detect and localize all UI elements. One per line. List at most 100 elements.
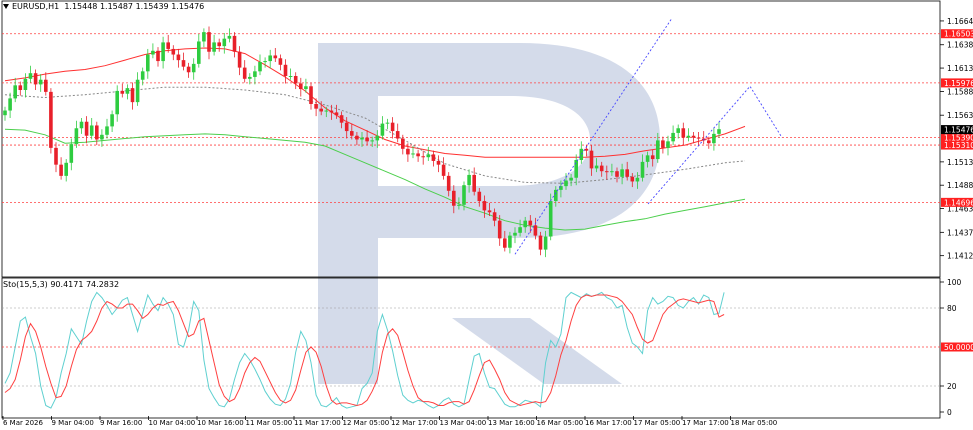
candle-body-71 <box>365 137 369 142</box>
y-tick-label-2: 1.16135 <box>947 64 973 73</box>
candle-body-2 <box>13 85 17 99</box>
candle-body-48 <box>248 76 252 79</box>
candle-body-45 <box>232 35 237 52</box>
x-tick-label-1: 9 Mar 04:00 <box>52 419 94 426</box>
candle-body-5 <box>28 73 33 79</box>
candle-body-19 <box>100 134 104 140</box>
candle-body-95 <box>487 210 492 213</box>
x-tick-label-10: 13 Mar 16:00 <box>488 419 535 426</box>
level-tag-label-2: 1.15390 <box>944 134 973 143</box>
candle-body-100 <box>513 232 517 236</box>
candle-body-8 <box>44 79 48 92</box>
candle-body-119 <box>610 171 614 173</box>
candle-body-72 <box>370 140 374 142</box>
candle-body-68 <box>350 131 354 136</box>
candle-body-85 <box>436 160 441 165</box>
candle-body-0 <box>3 110 7 116</box>
candle-body-3 <box>18 85 23 90</box>
candle-body-44 <box>227 35 232 39</box>
candle-body-11 <box>59 164 63 176</box>
forecast-path-0 <box>514 17 673 255</box>
candle-body-10 <box>54 147 58 165</box>
candle-body-65 <box>334 112 339 116</box>
candle-body-111 <box>569 177 573 181</box>
candle-body-91 <box>467 174 471 186</box>
candle-body-28 <box>146 54 150 72</box>
candle-body-109 <box>559 186 563 190</box>
candle-body-15 <box>79 121 84 129</box>
candle-body-90 <box>462 185 466 205</box>
candle-body-47 <box>242 67 247 79</box>
candle-body-127 <box>650 155 655 160</box>
candle-body-21 <box>110 114 114 127</box>
candle-body-83 <box>426 154 431 158</box>
candle-body-66 <box>339 115 344 123</box>
level-tag-4 <box>941 197 973 207</box>
y-tick-label-4: 1.15630 <box>947 111 973 120</box>
candle-body-18 <box>95 125 99 140</box>
candle-body-139 <box>712 133 716 144</box>
y-tick-label-7: 1.14630 <box>947 205 973 214</box>
stochastic-line-signal <box>4 294 725 407</box>
candle-body-123 <box>630 176 635 182</box>
candle-body-105 <box>538 235 543 250</box>
candle-body-116 <box>594 165 599 169</box>
candle-body-29 <box>151 50 155 55</box>
candle-body-63 <box>324 110 329 112</box>
candle-body-110 <box>564 180 568 187</box>
candle-body-59 <box>304 86 308 90</box>
candle-body-87 <box>446 175 451 191</box>
candle-body-131 <box>671 132 675 142</box>
candle-body-49 <box>253 71 257 77</box>
candle-body-121 <box>620 169 624 177</box>
candle-body-26 <box>135 79 140 103</box>
candle-body-17 <box>89 125 94 136</box>
collapse-triangle-icon[interactable] <box>3 4 9 9</box>
candle-body-54 <box>278 58 283 65</box>
stochastic-pane-frame <box>1 277 941 419</box>
candle-body-6 <box>33 73 38 85</box>
candle-body-101 <box>518 227 522 233</box>
candle-body-53 <box>273 55 278 59</box>
candle-body-36 <box>186 66 191 73</box>
level-tag-2 <box>941 133 973 143</box>
candle-body-138 <box>707 140 711 144</box>
candle-body-125 <box>640 161 645 178</box>
candle-body-134 <box>686 135 691 138</box>
current-price-label: 1.15476 <box>944 126 973 135</box>
candle-body-57 <box>293 76 298 84</box>
candle-body-9 <box>49 91 53 148</box>
y-tick-label-8: 1.14375 <box>947 228 973 237</box>
candle-body-79 <box>406 148 410 155</box>
candle-body-80 <box>411 153 415 155</box>
level-tag-1 <box>941 78 973 88</box>
candle-body-86 <box>441 164 446 176</box>
candle-body-30 <box>156 50 160 62</box>
watermark-logo <box>318 43 660 384</box>
candle-body-120 <box>615 171 619 177</box>
candle-body-128 <box>656 140 660 160</box>
candle-body-98 <box>503 238 507 248</box>
level-tag-3 <box>941 140 973 150</box>
y-tick-label-1: 1.16385 <box>947 41 973 50</box>
candle-body-24 <box>125 88 130 94</box>
level-tag-label-3: 1.15310 <box>944 141 973 150</box>
price-header: EURUSD,H1 1.15448 1.15487 1.15439 1.1547… <box>3 2 204 11</box>
y-tick-label-5: 1.15130 <box>947 158 973 167</box>
candle-body-22 <box>115 90 119 115</box>
candle-body-92 <box>472 174 476 192</box>
candle-body-46 <box>237 51 242 68</box>
y-tick-label-6: 1.14880 <box>947 181 973 190</box>
candle-body-78 <box>401 138 405 149</box>
level-tag-label-1: 1.15976 <box>944 79 973 88</box>
symbol-label: EURUSD,H1 <box>12 2 60 11</box>
x-tick-label-0: 6 Mar 2026 <box>3 419 43 426</box>
level-tag-0 <box>941 29 973 39</box>
candle-body-61 <box>314 104 318 109</box>
y-tick-label-9: 1.14125 <box>947 252 973 261</box>
candle-body-50 <box>258 62 262 72</box>
candle-body-124 <box>635 177 640 182</box>
candle-body-69 <box>355 135 359 140</box>
